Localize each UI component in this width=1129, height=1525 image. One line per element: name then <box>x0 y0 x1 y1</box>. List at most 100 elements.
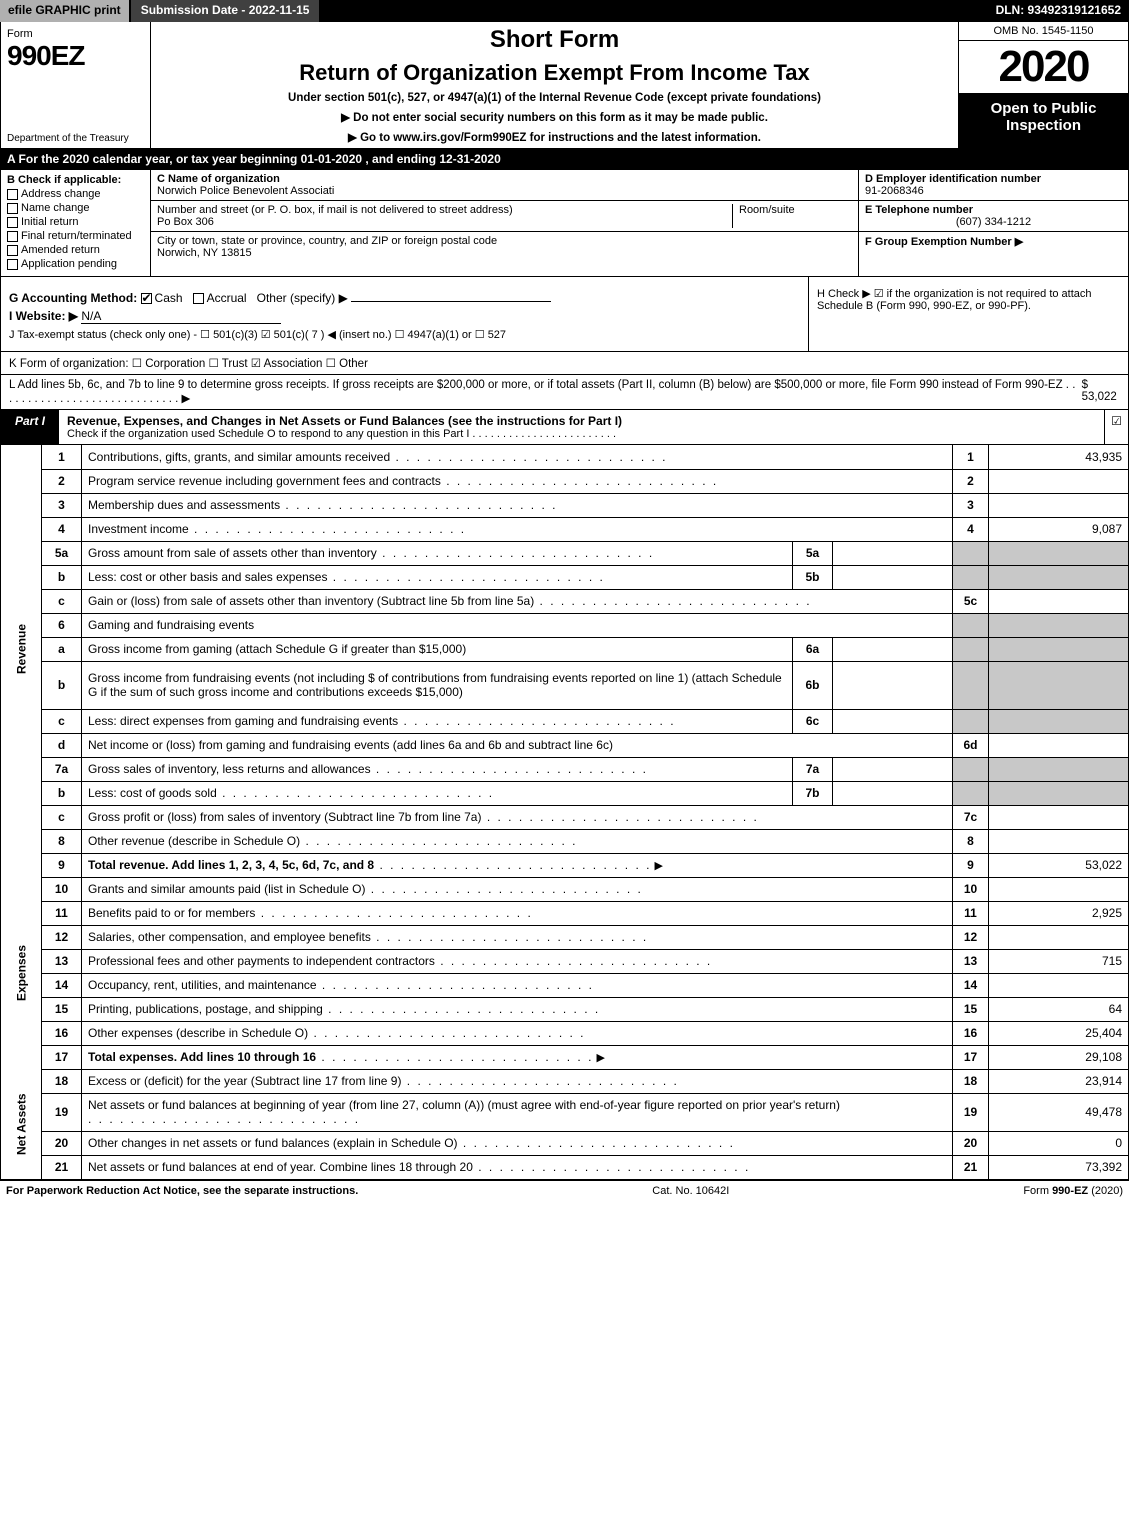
ln15-amt: 64 <box>989 997 1129 1021</box>
ln5a-shade2 <box>989 541 1129 565</box>
ln10-num: 10 <box>42 877 82 901</box>
chk-application-pending[interactable]: Application pending <box>7 258 144 270</box>
chk-accrual[interactable] <box>193 293 204 304</box>
ln3-amt <box>989 493 1129 517</box>
ln20-amt: 0 <box>989 1131 1129 1155</box>
chk-final-return[interactable]: Final return/terminated <box>7 230 144 242</box>
ln6a-subval <box>833 637 953 661</box>
org-name: Norwich Police Benevolent Associati <box>157 185 334 197</box>
chk-amended-return[interactable]: Amended return <box>7 244 144 256</box>
chk-name-change[interactable]: Name change <box>7 202 144 214</box>
l-gross-receipts: L Add lines 5b, 6c, and 7b to line 9 to … <box>0 375 1129 410</box>
website-value: N/A <box>81 309 281 324</box>
part1-title: Revenue, Expenses, and Changes in Net As… <box>59 410 1104 444</box>
ln6a-shade2 <box>989 637 1129 661</box>
ln14-desc: Occupancy, rent, utilities, and maintena… <box>82 973 953 997</box>
ln6d-amt <box>989 733 1129 757</box>
ln19-num: 19 <box>42 1093 82 1131</box>
ln6c-desc: Less: direct expenses from gaming and fu… <box>82 709 793 733</box>
ln7b-num: b <box>42 781 82 805</box>
ln8-ref: 8 <box>953 829 989 853</box>
open-to-public: Open to Public Inspection <box>959 94 1128 148</box>
ln18-ref: 18 <box>953 1069 989 1093</box>
ln5c-amt <box>989 589 1129 613</box>
ln1-desc: Contributions, gifts, grants, and simila… <box>82 445 953 469</box>
h-block: H Check ▶ ☑ if the organization is not r… <box>808 277 1128 351</box>
ln15-ref: 15 <box>953 997 989 1021</box>
ln7a-sub: 7a <box>793 757 833 781</box>
ln3-num: 3 <box>42 493 82 517</box>
side-expenses: Expenses <box>1 877 42 1069</box>
dept-treasury: Department of the Treasury <box>7 133 144 144</box>
ln20-desc: Other changes in net assets or fund bala… <box>82 1131 953 1155</box>
ln14-ref: 14 <box>953 973 989 997</box>
part1-tag: Part I <box>1 410 59 444</box>
ln5c-num: c <box>42 589 82 613</box>
side-revenue: Revenue <box>1 445 42 853</box>
tax-year: 2020 <box>959 41 1128 94</box>
ln6a-desc: Gross income from gaming (attach Schedul… <box>82 637 793 661</box>
ln7b-desc: Less: cost of goods sold <box>82 781 793 805</box>
header-left: Form 990EZ Department of the Treasury <box>1 22 151 148</box>
ln14-num: 14 <box>42 973 82 997</box>
ghij-block: G Accounting Method: Cash Accrual Other … <box>0 277 1129 352</box>
ln5b-shade1 <box>953 565 989 589</box>
ln6b-desc: Gross income from fundraising events (no… <box>82 661 793 709</box>
city-label: City or town, state or province, country… <box>157 235 497 247</box>
ln16-desc: Other expenses (describe in Schedule O) <box>82 1021 953 1045</box>
lines-table: Revenue 1 Contributions, gifts, grants, … <box>0 445 1129 1180</box>
ln3-ref: 3 <box>953 493 989 517</box>
ln6-shade1 <box>953 613 989 637</box>
ln7b-shade1 <box>953 781 989 805</box>
efile-print-button[interactable]: efile GRAPHIC print <box>0 0 131 22</box>
goto-link[interactable]: ▶ Go to www.irs.gov/Form990EZ for instru… <box>159 130 950 144</box>
ln19-ref: 19 <box>953 1093 989 1131</box>
chk-cash[interactable] <box>141 293 152 304</box>
ln8-amt <box>989 829 1129 853</box>
phone: (607) 334-1212 <box>865 216 1122 228</box>
ln12-amt <box>989 925 1129 949</box>
side-empty-9 <box>1 853 42 877</box>
other-specify-input[interactable] <box>351 301 551 302</box>
part1-schedule-o-check[interactable]: ☑ <box>1104 410 1128 444</box>
ln6c-shade2 <box>989 709 1129 733</box>
entity-right: D Employer identification number 91-2068… <box>858 170 1128 276</box>
ln20-ref: 20 <box>953 1131 989 1155</box>
ln10-ref: 10 <box>953 877 989 901</box>
ln5b-num: b <box>42 565 82 589</box>
ein: 91-2068346 <box>865 185 924 197</box>
ln6c-sub: 6c <box>793 709 833 733</box>
ln15-num: 15 <box>42 997 82 1021</box>
top-bar: efile GRAPHIC print Submission Date - 20… <box>0 0 1129 22</box>
b-title: B Check if applicable: <box>7 174 144 186</box>
chk-initial-return[interactable]: Initial return <box>7 216 144 228</box>
chk-address-change[interactable]: Address change <box>7 188 144 200</box>
ln5c-desc: Gain or (loss) from sale of assets other… <box>82 589 953 613</box>
ln7a-subval <box>833 757 953 781</box>
ln7a-shade2 <box>989 757 1129 781</box>
ln6b-sub: 6b <box>793 661 833 709</box>
g-accounting: G Accounting Method: Cash Accrual Other … <box>9 291 800 305</box>
ln9-amt: 53,022 <box>989 853 1129 877</box>
ln7c-amt <box>989 805 1129 829</box>
tax-period: A For the 2020 calendar year, or tax yea… <box>0 149 1129 170</box>
ln7a-shade1 <box>953 757 989 781</box>
ln15-desc: Printing, publications, postage, and shi… <box>82 997 953 1021</box>
omb-number: OMB No. 1545-1150 <box>959 22 1128 41</box>
ln12-num: 12 <box>42 925 82 949</box>
ln17-ref: 17 <box>953 1045 989 1069</box>
ln21-ref: 21 <box>953 1155 989 1179</box>
ln4-desc: Investment income <box>82 517 953 541</box>
ln1-num: 1 <box>42 445 82 469</box>
ln20-num: 20 <box>42 1131 82 1155</box>
ln21-desc: Net assets or fund balances at end of ye… <box>82 1155 953 1179</box>
addr-label: Number and street (or P. O. box, if mail… <box>157 204 513 216</box>
ln17-desc: Total expenses. Add lines 10 through 16 <box>82 1045 953 1069</box>
ln6-shade2 <box>989 613 1129 637</box>
k-form-org: K Form of organization: ☐ Corporation ☐ … <box>0 352 1129 375</box>
form-number: 990EZ <box>7 40 85 71</box>
part1-bar: Part I Revenue, Expenses, and Changes in… <box>0 410 1129 445</box>
dln: DLN: 93492319121652 <box>988 0 1129 22</box>
ln6c-subval <box>833 709 953 733</box>
ln6a-shade1 <box>953 637 989 661</box>
